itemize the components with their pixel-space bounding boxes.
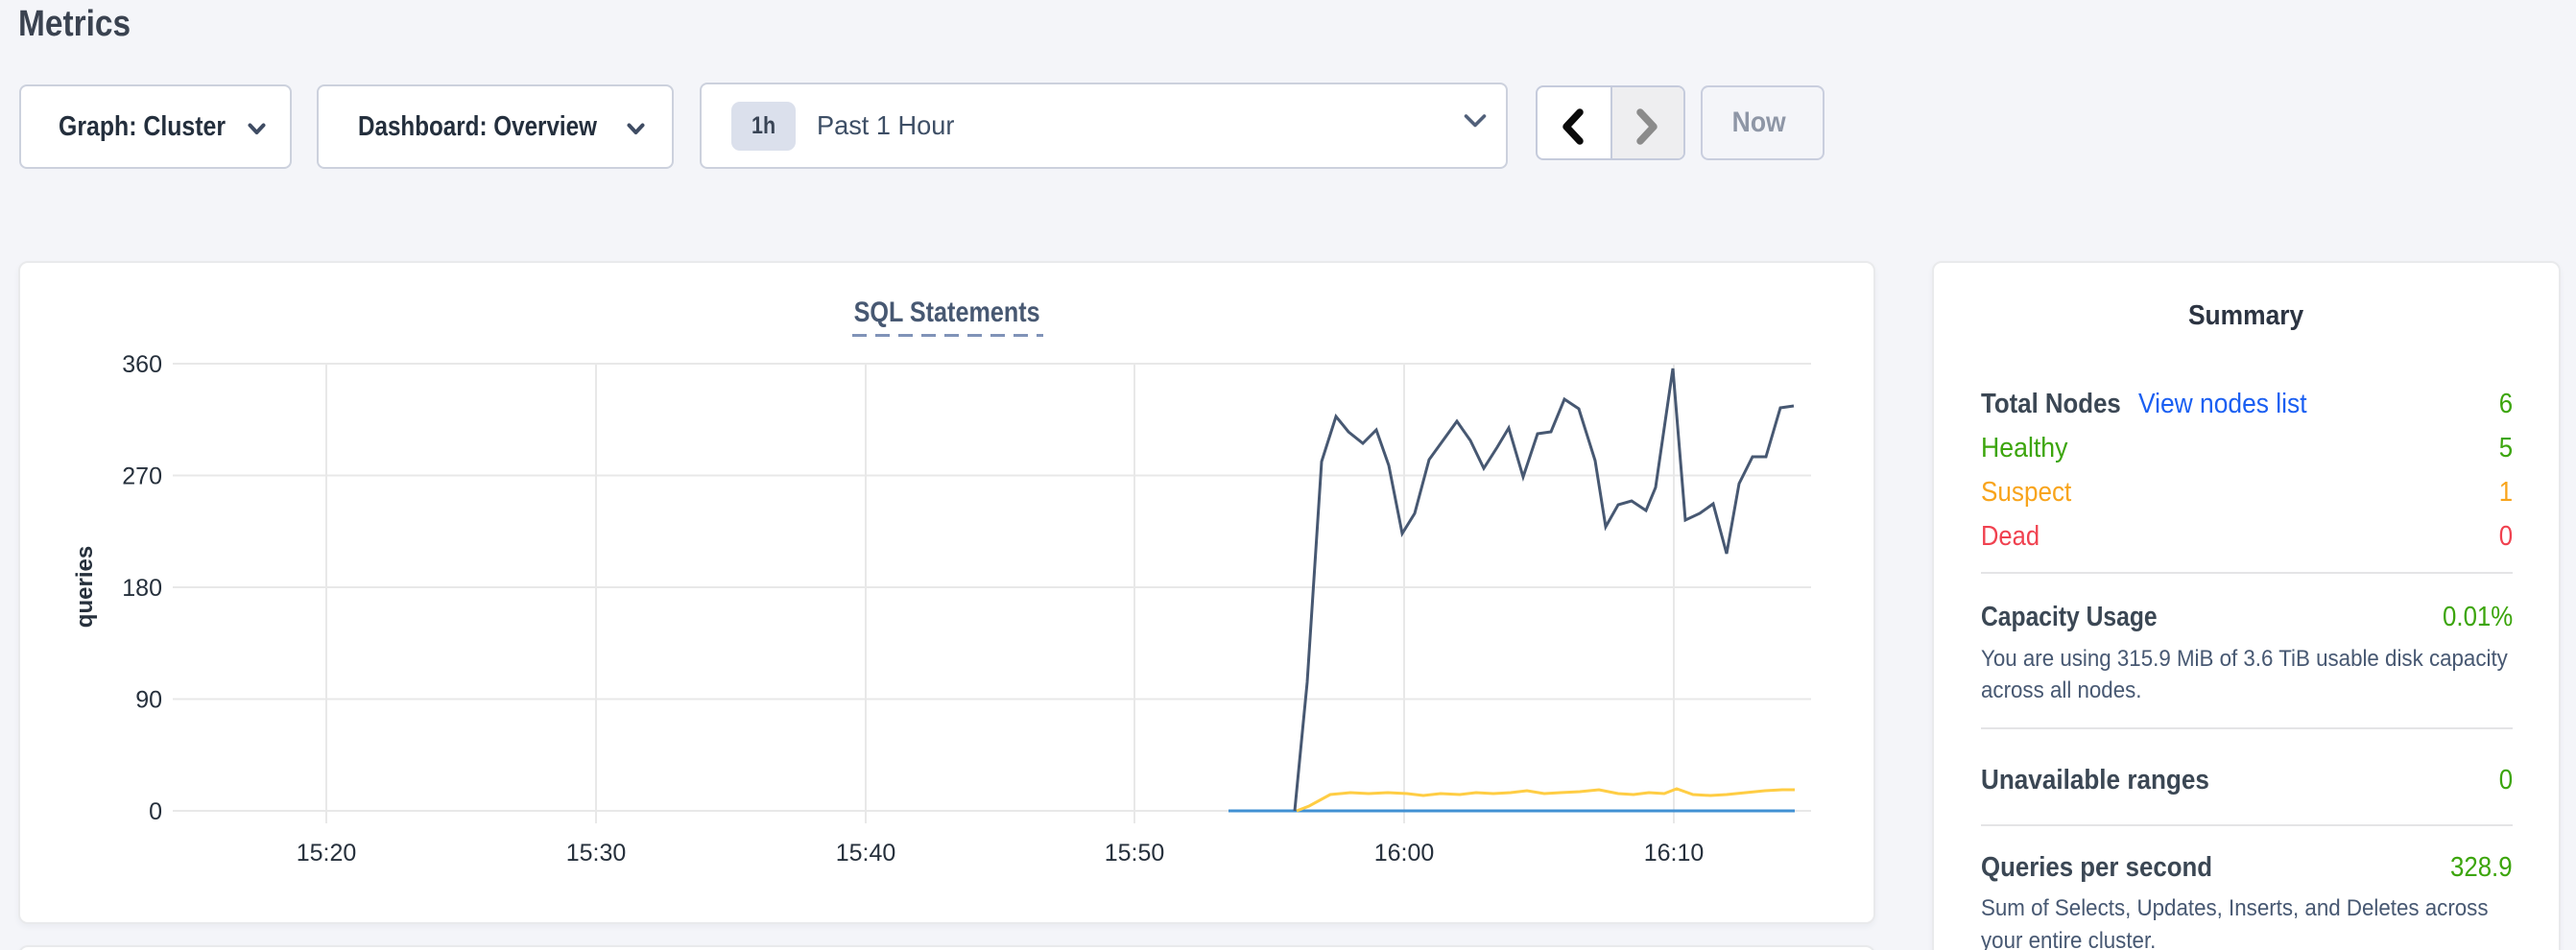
svg-text:16:00: 16:00: [1374, 840, 1435, 867]
svg-text:15:50: 15:50: [1105, 840, 1165, 867]
svg-text:queries: queries: [72, 546, 98, 628]
svg-text:16:10: 16:10: [1644, 840, 1705, 867]
svg-text:180: 180: [122, 575, 162, 602]
svg-text:360: 360: [122, 351, 162, 378]
svg-text:15:20: 15:20: [297, 840, 357, 867]
svg-text:90: 90: [135, 687, 162, 714]
svg-text:15:30: 15:30: [566, 840, 627, 867]
svg-text:0: 0: [149, 798, 162, 825]
svg-text:15:40: 15:40: [836, 840, 896, 867]
svg-text:270: 270: [122, 463, 162, 490]
